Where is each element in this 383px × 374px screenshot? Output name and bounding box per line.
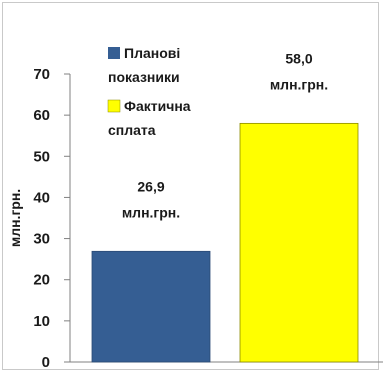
y-tick-label: 20 bbox=[33, 272, 50, 289]
data-label-unit: млн.грн. bbox=[122, 204, 180, 220]
y-axis-title: млн.грн. bbox=[7, 189, 23, 247]
data-label-value: 26,9 bbox=[137, 178, 164, 194]
bar-planned bbox=[92, 251, 210, 362]
bars bbox=[92, 123, 358, 362]
legend-label-actual-line1: Фактична bbox=[124, 98, 191, 114]
bar-actual bbox=[240, 123, 358, 362]
legend-swatch-planned bbox=[108, 47, 120, 59]
legend: Планові показники Фактична сплата bbox=[108, 45, 191, 138]
y-tick-label: 0 bbox=[42, 354, 50, 371]
y-tick-label: 40 bbox=[33, 189, 50, 206]
data-label-value: 58,0 bbox=[285, 50, 312, 66]
data-label-unit: млн.грн. bbox=[270, 76, 328, 92]
legend-label-actual-line2: сплата bbox=[108, 122, 156, 138]
y-ticks: 0 10 20 30 40 50 60 70 bbox=[33, 66, 70, 371]
y-tick-label: 10 bbox=[33, 313, 50, 330]
legend-swatch-actual bbox=[108, 100, 120, 112]
legend-label-planned-line2: показники bbox=[108, 69, 180, 85]
y-tick-label: 60 bbox=[33, 107, 50, 124]
y-tick-label: 30 bbox=[33, 231, 50, 248]
legend-label-planned-line1: Планові bbox=[124, 45, 180, 61]
y-tick-label: 50 bbox=[33, 148, 50, 165]
y-tick-label: 70 bbox=[33, 66, 50, 83]
